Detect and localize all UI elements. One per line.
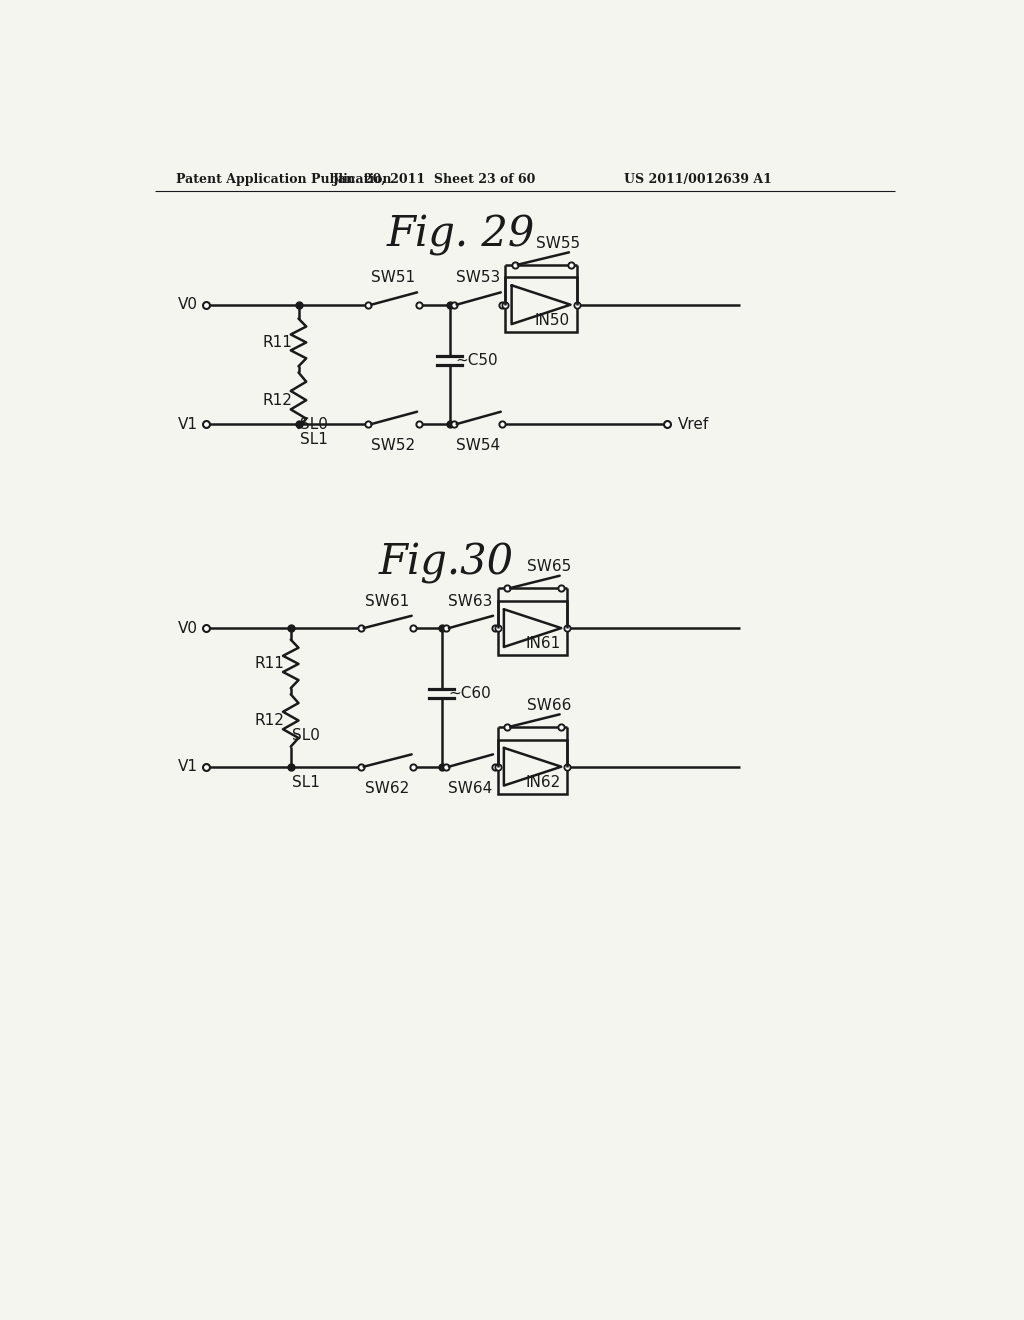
- Text: SW63: SW63: [447, 594, 493, 609]
- Text: R12: R12: [255, 713, 285, 729]
- Text: SW52: SW52: [372, 438, 416, 453]
- Text: V0: V0: [178, 620, 198, 636]
- Text: SW64: SW64: [449, 780, 493, 796]
- Text: V0: V0: [178, 297, 198, 313]
- Bar: [498, 601, 567, 655]
- Text: SW55: SW55: [537, 236, 581, 251]
- Bar: [506, 277, 577, 333]
- Text: V1: V1: [178, 759, 198, 775]
- Text: V1: V1: [178, 417, 198, 432]
- Bar: [498, 739, 567, 793]
- Text: Fig.30: Fig.30: [378, 541, 513, 583]
- Text: SW65: SW65: [527, 560, 571, 574]
- Text: SW51: SW51: [372, 271, 416, 285]
- Text: SW66: SW66: [527, 698, 571, 713]
- Text: SW62: SW62: [365, 780, 409, 796]
- Text: IN62: IN62: [525, 775, 560, 789]
- Text: ~C50: ~C50: [456, 352, 499, 368]
- Text: ~C60: ~C60: [449, 686, 490, 701]
- Text: SL0: SL0: [300, 417, 328, 432]
- Text: Vref: Vref: [678, 417, 710, 432]
- Text: US 2011/0012639 A1: US 2011/0012639 A1: [624, 173, 772, 186]
- Text: SL1: SL1: [292, 775, 321, 789]
- Text: R11: R11: [262, 335, 292, 350]
- Text: IN61: IN61: [525, 636, 560, 651]
- Text: Patent Application Publication: Patent Application Publication: [176, 173, 391, 186]
- Text: SL1: SL1: [300, 432, 328, 447]
- Text: Jan. 20, 2011  Sheet 23 of 60: Jan. 20, 2011 Sheet 23 of 60: [333, 173, 536, 186]
- Text: SW61: SW61: [365, 594, 409, 609]
- Text: SW54: SW54: [456, 438, 500, 453]
- Text: IN50: IN50: [535, 313, 569, 327]
- Text: SL0: SL0: [292, 729, 321, 743]
- Text: R12: R12: [262, 392, 292, 408]
- Text: Fig. 29: Fig. 29: [387, 214, 536, 256]
- Text: SW53: SW53: [456, 271, 500, 285]
- Text: R11: R11: [255, 656, 285, 672]
